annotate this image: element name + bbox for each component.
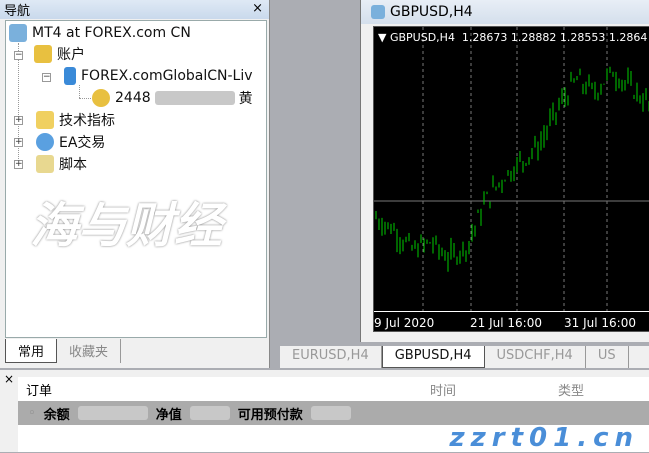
close-icon[interactable]: × [4, 372, 15, 386]
user-icon [92, 89, 110, 107]
tab-gbpusd[interactable]: GBPUSD,H4 [381, 346, 485, 368]
collapse-icon[interactable]: − [14, 50, 23, 60]
navigator-tree: MT4 at FOREX.com CN − 账户 − FOREX.comGlob… [5, 20, 267, 338]
time-label: 31 Jul 16:00 [564, 316, 636, 330]
close-icon[interactable]: × [252, 1, 263, 16]
expand-icon[interactable]: + [14, 115, 23, 125]
tab-favorites[interactable]: 收藏夹 [57, 339, 122, 363]
function-icon [36, 111, 54, 129]
tab-usdchf[interactable]: USDCHF,H4 [485, 346, 586, 368]
chart-icon [371, 5, 385, 19]
balance-row: ◦ 余额 净值 可用预付款 [18, 401, 649, 425]
col-orders[interactable]: 订单 [26, 383, 53, 399]
orders-header: 订单 时间 类型 [18, 377, 649, 401]
tree-root[interactable]: MT4 at FOREX.com CN [9, 22, 191, 44]
chart-window: GBPUSD,H4 ▼ GBPUSD,H4 1.28673 1.28882 1.… [360, 0, 649, 342]
tree-server[interactable]: FOREX.comGlobalCN-Liv [64, 65, 253, 87]
time-label: 21 Jul 16:00 [470, 316, 542, 330]
col-time[interactable]: 时间 [430, 383, 457, 399]
tab-more[interactable]: US [586, 346, 629, 368]
terminal-panel: × 订单 时间 类型 ◦ 余额 净值 可用预付款 [0, 370, 649, 452]
server-icon [64, 67, 76, 85]
script-icon [36, 155, 54, 173]
navigator-panel: 导航 × MT4 at FOREX.com CN − 账户 − FOREX.co… [0, 0, 270, 368]
price-chart[interactable]: ▼ GBPUSD,H4 1.28673 1.28882 1.28553 1.28… [373, 26, 649, 332]
tree-scripts[interactable]: 脚本 [36, 153, 87, 175]
chart-info: ▼ GBPUSD,H4 1.28673 1.28882 1.28553 1.28… [378, 31, 648, 44]
status-icon: ◦ [28, 405, 36, 421]
chart-window-title: GBPUSD,H4 [361, 0, 649, 24]
navigator-title: 导航 [0, 0, 269, 19]
col-type[interactable]: 类型 [558, 383, 585, 399]
tree-indicators[interactable]: 技术指标 [36, 109, 115, 131]
tree-account[interactable]: 2448 黄 [92, 87, 253, 109]
expand-icon[interactable]: + [14, 137, 23, 147]
collapse-icon[interactable]: − [42, 72, 51, 82]
terminal-icon [9, 24, 27, 42]
tree-accounts[interactable]: 账户 [34, 43, 85, 65]
tab-eurusd[interactable]: EURUSD,H4 [280, 346, 382, 368]
chart-tabs: EURUSD,H4 GBPUSD,H4 USDCHF,H4 US [280, 346, 649, 368]
expert-icon [36, 133, 54, 151]
time-label: 9 Jul 2020 [374, 316, 435, 330]
tab-common[interactable]: 常用 [5, 339, 58, 363]
tree-ea[interactable]: EA交易 [36, 131, 105, 153]
expand-icon[interactable]: + [14, 159, 23, 169]
accounts-icon [34, 45, 52, 63]
